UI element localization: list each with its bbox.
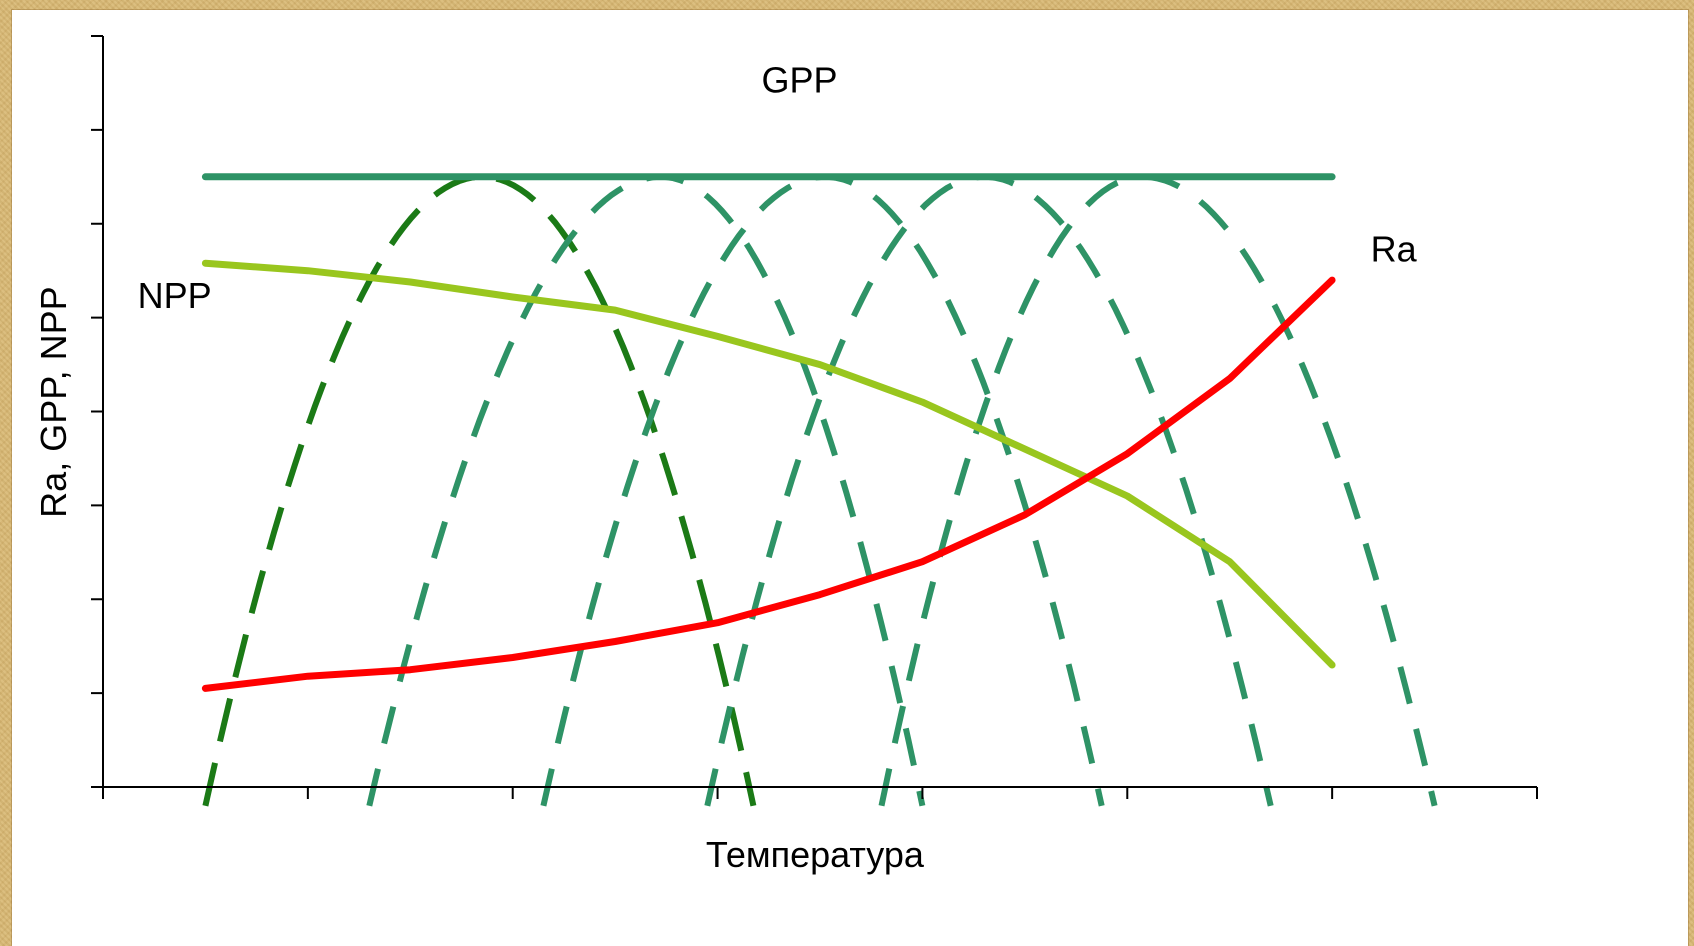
response-curve-1 — [202, 173, 757, 807]
chart-svg: Температура Ra, GPP, NPP GPP NPP Ra — [33, 35, 1538, 875]
annotation-gpp: GPP — [761, 59, 837, 100]
series-line-ra — [201, 276, 1336, 692]
chart-panel: Температура Ra, GPP, NPP GPP NPP Ra — [12, 10, 1688, 946]
annotation-npp: NPP — [138, 275, 212, 316]
x-axis-title: Температура — [706, 834, 925, 875]
annotation-ra: Ra — [1371, 228, 1418, 269]
ticks-layer — [91, 35, 1538, 799]
response-curves-layer — [202, 173, 1438, 807]
response-curve-3 — [540, 173, 1105, 807]
annotations-layer: GPP NPP Ra — [138, 59, 1418, 316]
response-curve-2 — [366, 173, 926, 807]
y-axis-title: Ra, GPP, NPP — [33, 286, 74, 517]
series-layer — [201, 173, 1336, 692]
response-curve-4 — [704, 173, 1274, 807]
series-line-npp — [201, 259, 1336, 669]
response-curve-5 — [878, 173, 1438, 807]
